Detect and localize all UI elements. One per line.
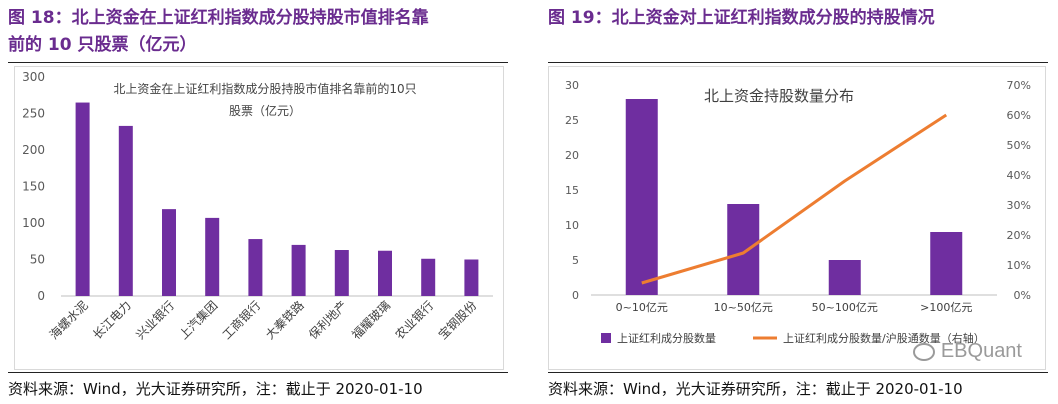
y-tick-label: 150 [22, 180, 45, 194]
right-chart-frame: 北上资金持股数量分布 0 5 10 15 20 25 30 0% 10% 20% 30% 40% 50… [548, 66, 1046, 370]
bar-福耀玻璃 [378, 250, 392, 296]
bar-宝钢股份 [464, 259, 479, 296]
x-tick-label: 福耀玻璃 [349, 298, 394, 343]
y-tick-label: 100 [22, 216, 45, 230]
y-right-tick-label: 30% [1007, 199, 1031, 212]
y-right-tick-label: 60% [1007, 109, 1031, 122]
line-series [641, 113, 948, 285]
y-right-tick-label: 50% [1007, 139, 1031, 152]
bar-保利地产 [334, 250, 349, 296]
wechat-icon [912, 342, 935, 361]
right-source-rule [548, 372, 1048, 373]
y-left-tick-label: 5 [572, 254, 579, 267]
watermark: EBQuant [912, 340, 1022, 363]
watermark-text: EBQuant [940, 340, 1022, 362]
right-figure-heading: 图 19：北上资金对上证红利指数成分股的持股情况 [548, 8, 935, 28]
bar-工商银行 [248, 239, 263, 296]
bar-农业银行 [421, 258, 436, 296]
x-tick-label: 长江电力 [90, 298, 134, 342]
bar-50~100亿元 [828, 260, 861, 295]
left-heading-rule [8, 62, 508, 63]
x-tick-label: 10~50亿元 [714, 301, 773, 314]
bar-0~10亿元 [625, 99, 658, 295]
x-tick-label: 工商银行 [219, 298, 264, 343]
chart-title-line1: 北上资金在上证红利指数成分股持股市值排名靠前的10只 [113, 81, 416, 96]
bar-上汽集团 [205, 217, 220, 296]
x-tick-label: >100亿元 [920, 301, 972, 314]
bar-兴业银行 [162, 209, 176, 296]
left-chart-frame: 北上资金在上证红利指数成分股持股市值排名靠前的10只 股票（亿元） 0 50 100 1… [14, 66, 504, 370]
y-left-tick-label: 25 [565, 114, 579, 127]
legend-line-label: 上证红利成分股数量/沪股通数量（右轴） [783, 331, 985, 345]
x-tick-label: 50~100亿元 [812, 301, 878, 314]
y-left-tick-label: 0 [572, 289, 579, 302]
legend-bar-swatch [601, 333, 611, 343]
y-left-tick-label: 15 [565, 184, 579, 197]
x-tick-label: 海螺水泥 [46, 298, 91, 343]
bar-10~50亿元 [727, 204, 760, 295]
x-tick-label: 农业银行 [392, 298, 436, 342]
right-combo-chart: 北上资金持股数量分布 0 5 10 15 20 25 30 0% 10% 20% 30% 40% 50… [565, 79, 1031, 345]
y-right-tick-label: 40% [1007, 169, 1031, 182]
right-heading-rule [548, 62, 1048, 63]
bar-长江电力 [118, 125, 133, 296]
right-source-note: 资料来源：Wind，光大证券研究所，注：截止于 2020-01-10 [548, 380, 963, 398]
x-tick-label: 0~10亿元 [616, 301, 668, 314]
left-figure-heading-line1: 图 18：北上资金在上证红利指数成分股持股市值排名靠 [8, 8, 429, 28]
y-left-tick-label: 20 [565, 149, 579, 162]
x-tick-label: 宝钢股份 [436, 298, 480, 342]
y-tick-label: 300 [22, 70, 45, 84]
y-right-tick-label: 70% [1007, 79, 1031, 92]
left-figure-heading-line2: 前的 10 只股票（亿元） [8, 35, 197, 55]
bar-大秦铁路 [291, 244, 306, 296]
y-right-tick-label: 0% [1014, 289, 1031, 302]
bar->100亿元 [930, 232, 963, 295]
chart-title-line2: 股票（亿元） [229, 103, 301, 118]
chart-title: 北上资金持股数量分布 [704, 87, 854, 105]
legend-bar-label: 上证红利成分股数量 [617, 332, 716, 345]
y-tick-label: 50 [30, 253, 45, 267]
x-tick-label: 上汽集团 [176, 298, 221, 343]
bar-海螺水泥 [75, 102, 90, 296]
y-right-tick-label: 10% [1007, 259, 1031, 272]
x-tick-label: 大秦铁路 [262, 298, 307, 343]
y-right-tick-label: 20% [1007, 229, 1031, 242]
left-source-rule [8, 372, 508, 373]
y-left-tick-label: 30 [565, 79, 579, 92]
x-tick-label: 兴业银行 [133, 298, 177, 342]
y-tick-label: 200 [22, 143, 45, 157]
x-tick-label: 保利地产 [306, 298, 350, 342]
left-source-note: 资料来源：Wind，光大证券研究所，注：截止于 2020-01-10 [8, 380, 423, 398]
y-tick-label: 250 [22, 107, 45, 121]
y-left-tick-label: 10 [565, 219, 579, 232]
y-tick-label: 0 [37, 289, 45, 303]
